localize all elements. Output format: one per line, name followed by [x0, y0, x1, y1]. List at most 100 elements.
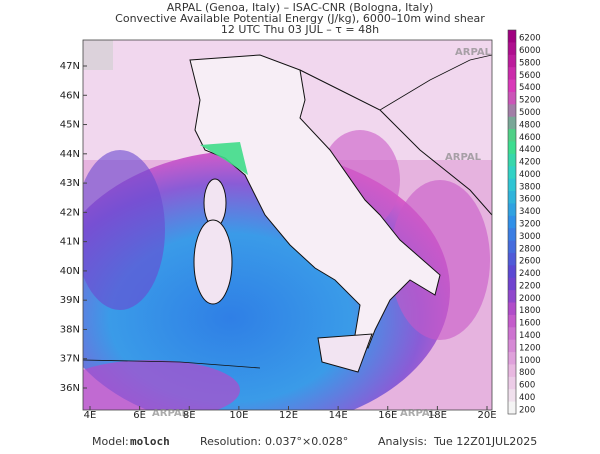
colorbar-segment: [508, 191, 516, 204]
colorbar-frame: [507, 29, 517, 415]
colorbar-label: 5000: [519, 108, 541, 118]
colorbar-segment: [508, 178, 516, 192]
colorbar-segment: [508, 30, 516, 43]
header-line: Convective Available Potential Energy (J…: [115, 12, 485, 25]
colorbar-segment: [508, 116, 516, 130]
lon-label: 16E: [378, 410, 397, 421]
lat-label: 40N: [60, 266, 80, 277]
colorbar-segment: [508, 141, 516, 155]
colorbar-label: 3600: [519, 195, 541, 205]
colorbar-label: 5600: [519, 71, 541, 81]
colorbar-segment: [508, 364, 516, 378]
colorbar-segment: [508, 54, 516, 68]
colorbar-segment: [508, 302, 516, 316]
colorbar-segment: [508, 79, 516, 93]
lon-label: 6E: [133, 410, 146, 421]
colorbar-segment: [508, 91, 516, 105]
colorbar-segment: [508, 290, 516, 304]
colorbar-segment: [508, 327, 516, 341]
colorbar-label: 1200: [519, 343, 541, 353]
colorbar-segment: [508, 166, 516, 180]
colorbar-label: 6000: [519, 46, 541, 56]
colorbar-label: 2200: [519, 281, 541, 291]
colorbar-segment: [508, 376, 516, 390]
colorbar-label: 200: [519, 405, 535, 415]
colorbar-segment: [508, 314, 516, 328]
footer-value: 0.037°×0.028°: [265, 435, 348, 448]
colorbar-segment: [508, 67, 516, 81]
colorbar-segment: [508, 129, 516, 142]
colorbar-label: 1000: [519, 356, 541, 366]
watermark: ARPAL: [455, 47, 492, 58]
lat-label: 36N: [60, 383, 80, 394]
lon-label: 14E: [329, 410, 348, 421]
colorbar-label: 800: [519, 368, 535, 378]
watermark: ARPAL: [445, 152, 482, 163]
colorbar-label: 4400: [519, 145, 541, 155]
colorbar-label: 1800: [519, 306, 541, 316]
lon-label: 10E: [229, 410, 248, 421]
colorbar-segment: [508, 228, 516, 242]
colorbar-label: 1600: [519, 319, 541, 329]
colorbar-label: 2600: [519, 257, 541, 267]
colorbar-label: 3800: [519, 182, 541, 192]
colorbar-label: 4000: [519, 170, 541, 180]
header-line: 12 UTC Thu 03 JUL – τ = 48h: [221, 23, 379, 36]
colorbar-label: 2800: [519, 244, 541, 254]
colorbar-label: 6200: [519, 34, 541, 44]
colorbar-segment: [508, 240, 516, 254]
colorbar-label: 1400: [519, 331, 541, 341]
colorbar-label: 3400: [519, 207, 541, 217]
lon-label: 18E: [428, 410, 447, 421]
colorbar-segment: [508, 203, 516, 217]
lat-label: 47N: [60, 61, 80, 72]
footer-value: Tue 12Z01JUL2025: [433, 435, 537, 448]
lat-label: 41N: [60, 237, 80, 248]
footer-label: Model:: [92, 435, 129, 448]
lat-label: 37N: [60, 354, 80, 365]
lon-label: 12E: [279, 410, 298, 421]
footer-label: Resolution:: [200, 435, 261, 448]
colorbar-label: 3200: [519, 220, 541, 230]
map-frame: [82, 39, 493, 411]
colorbar-label: 4800: [519, 120, 541, 130]
colorbar-label: 2000: [519, 294, 541, 304]
lon-label: 20E: [477, 410, 496, 421]
lat-label: 44N: [60, 149, 80, 160]
lat-label: 43N: [60, 178, 80, 189]
colorbar-label: 4200: [519, 158, 541, 168]
colorbar-label: 600: [519, 381, 535, 391]
colorbar-segment: [508, 401, 516, 415]
colorbar-label: 4600: [519, 133, 541, 143]
colorbar-segment: [508, 339, 516, 353]
lat-label: 45N: [60, 120, 80, 131]
lat-label: 38N: [60, 324, 80, 335]
colorbar-segment: [508, 352, 516, 365]
footer-value: moloch: [130, 435, 170, 448]
colorbar-segment: [508, 252, 516, 266]
colorbar-label: 3000: [519, 232, 541, 242]
colorbar-label: 5800: [519, 58, 541, 68]
colorbar-segment: [508, 215, 516, 229]
colorbar-label: 5400: [519, 83, 541, 93]
colorbar-label: 400: [519, 393, 535, 403]
header-line: ARPAL (Genoa, Italy) – ISAC-CNR (Bologna…: [167, 1, 434, 14]
colorbar-segment: [508, 265, 516, 279]
footer-label: Analysis:: [378, 435, 427, 448]
lon-label: 4E: [84, 410, 97, 421]
lat-label: 39N: [60, 295, 80, 306]
colorbar-segment: [508, 277, 516, 291]
lat-label: 46N: [60, 90, 80, 101]
colorbar-segment: [508, 104, 516, 118]
lat-label: 42N: [60, 207, 80, 218]
lon-label: 8E: [183, 410, 196, 421]
watermark: ARPAL: [400, 408, 437, 419]
colorbar-segment: [508, 153, 516, 167]
colorbar-label: 5200: [519, 96, 541, 106]
map-field: [83, 40, 492, 410]
colorbar-segment: [508, 389, 516, 403]
colorbar-segment: [508, 42, 516, 56]
watermark: ARPAL: [152, 408, 189, 419]
colorbar-label: 2400: [519, 269, 541, 279]
